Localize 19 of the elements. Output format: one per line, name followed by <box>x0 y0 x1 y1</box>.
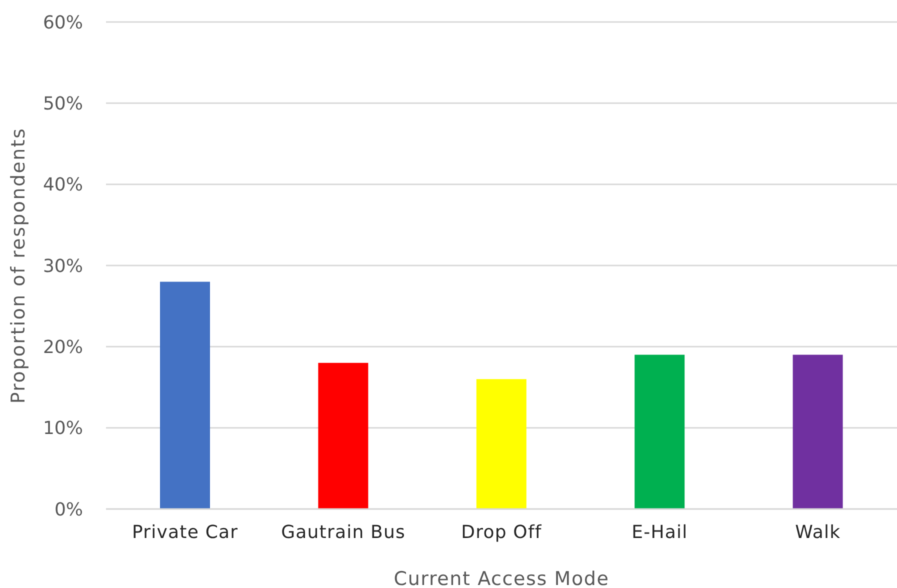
y-axis-title: Proportion of respondents <box>8 127 30 404</box>
y-tick-label: 50% <box>42 94 83 115</box>
bar <box>160 282 210 509</box>
bar <box>318 362 368 509</box>
bar <box>634 354 685 509</box>
x-tick-label: Walk <box>795 522 841 543</box>
y-tick-label: 30% <box>42 256 83 277</box>
bar <box>792 354 843 509</box>
y-tick-label: 20% <box>42 337 83 358</box>
y-tick-label: 60% <box>42 12 83 34</box>
x-tick-label: Private Car <box>132 522 238 543</box>
y-tick-label: 0% <box>54 499 83 520</box>
x-tick-label: Drop Off <box>461 522 542 543</box>
y-tick-label: 10% <box>42 418 83 440</box>
bar <box>476 379 526 509</box>
x-tick-label: Gautrain Bus <box>281 522 406 543</box>
x-axis-title: Current Access Mode <box>394 568 610 588</box>
y-tick-label: 40% <box>42 174 83 196</box>
x-tick-label: E-Hail <box>632 522 688 543</box>
